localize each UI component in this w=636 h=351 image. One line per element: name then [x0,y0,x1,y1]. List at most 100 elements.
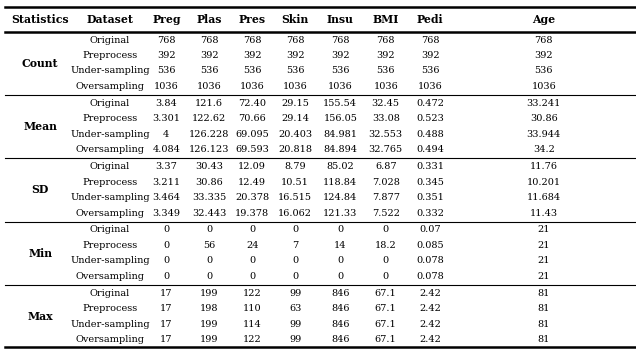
Text: 536: 536 [377,66,395,75]
Text: Original: Original [90,162,130,171]
Text: 32.45: 32.45 [371,99,400,108]
Text: 0.332: 0.332 [416,208,445,218]
Text: 0.078: 0.078 [417,257,444,265]
Text: 21: 21 [537,241,550,250]
Text: 0: 0 [292,257,298,265]
Text: 17: 17 [160,320,172,329]
Text: Mean: Mean [23,121,57,132]
Text: 0: 0 [206,272,212,281]
Text: 536: 536 [243,66,261,75]
Text: 114: 114 [243,320,261,329]
Text: 768: 768 [421,35,439,45]
Text: Plas: Plas [197,14,222,25]
Text: 2.42: 2.42 [419,304,441,313]
Text: 0.345: 0.345 [417,178,444,187]
Text: 30.43: 30.43 [195,162,223,171]
Text: Preprocess: Preprocess [83,178,137,187]
Text: 0: 0 [337,257,343,265]
Text: 0: 0 [206,225,212,234]
Text: 11.684: 11.684 [527,193,561,202]
Text: Preprocess: Preprocess [83,304,137,313]
Text: 81: 81 [537,304,550,313]
Text: 392: 392 [286,51,305,60]
Text: 29.15: 29.15 [281,99,309,108]
Text: 0: 0 [163,225,169,234]
Text: 392: 392 [377,51,395,60]
Text: 1036: 1036 [418,82,443,91]
Text: 14: 14 [334,241,347,250]
Text: 1036: 1036 [197,82,221,91]
Text: 10.51: 10.51 [281,178,309,187]
Text: 7.522: 7.522 [371,208,400,218]
Text: 99: 99 [289,289,301,298]
Text: 8.79: 8.79 [284,162,306,171]
Text: 0: 0 [337,272,343,281]
Text: 4: 4 [163,130,169,139]
Text: 16.062: 16.062 [278,208,312,218]
Text: 0: 0 [383,272,389,281]
Text: 536: 536 [157,66,176,75]
Text: 392: 392 [421,51,439,60]
Text: 392: 392 [157,51,176,60]
Text: 81: 81 [537,320,550,329]
Text: 0: 0 [249,272,255,281]
Text: Oversampling: Oversampling [76,335,144,344]
Text: 0.494: 0.494 [417,145,444,154]
Text: 17: 17 [160,304,172,313]
Text: 1036: 1036 [240,82,265,91]
Text: Under-sampling: Under-sampling [70,130,150,139]
Text: 0.523: 0.523 [417,114,444,123]
Text: 0: 0 [163,272,169,281]
Text: 21: 21 [537,225,550,234]
Text: 3.301: 3.301 [152,114,181,123]
Text: 33.944: 33.944 [527,130,561,139]
Text: 199: 199 [200,320,219,329]
Text: 0.085: 0.085 [417,241,444,250]
Text: SD: SD [31,184,49,196]
Text: 34.2: 34.2 [533,145,555,154]
Text: Preprocess: Preprocess [83,51,137,60]
Text: 392: 392 [200,51,219,60]
Text: Under-sampling: Under-sampling [70,193,150,202]
Text: 199: 199 [200,289,219,298]
Text: 72.40: 72.40 [238,99,266,108]
Text: 392: 392 [331,51,350,60]
Text: 846: 846 [331,320,350,329]
Text: Oversampling: Oversampling [76,82,144,91]
Text: 69.593: 69.593 [235,145,269,154]
Text: 768: 768 [331,35,350,45]
Text: 768: 768 [286,35,305,45]
Text: 155.54: 155.54 [323,99,357,108]
Text: 110: 110 [243,304,261,313]
Text: 67.1: 67.1 [375,335,397,344]
Text: Oversampling: Oversampling [76,145,144,154]
Text: Age: Age [532,14,555,25]
Text: Preg: Preg [152,14,181,25]
Text: 118.84: 118.84 [323,178,357,187]
Text: 16.515: 16.515 [278,193,312,202]
Text: 392: 392 [243,51,261,60]
Text: 56: 56 [203,241,216,250]
Text: Min: Min [28,248,52,259]
Text: Pres: Pres [238,14,266,25]
Text: 84.894: 84.894 [323,145,357,154]
Text: 11.43: 11.43 [530,208,558,218]
Text: 0.472: 0.472 [416,99,445,108]
Text: 18.2: 18.2 [375,241,397,250]
Text: 3.211: 3.211 [152,178,181,187]
Text: Statistics: Statistics [11,14,69,25]
Text: 846: 846 [331,304,350,313]
Text: 33.08: 33.08 [372,114,399,123]
Text: 198: 198 [200,304,219,313]
Text: BMI: BMI [373,14,399,25]
Text: 33.241: 33.241 [527,99,561,108]
Text: 99: 99 [289,320,301,329]
Text: 536: 536 [421,66,439,75]
Text: 768: 768 [157,35,176,45]
Text: 67.1: 67.1 [375,304,397,313]
Text: Max: Max [27,311,53,322]
Text: 17: 17 [160,289,172,298]
Text: 1036: 1036 [532,82,556,91]
Text: 0: 0 [249,257,255,265]
Text: 1036: 1036 [328,82,352,91]
